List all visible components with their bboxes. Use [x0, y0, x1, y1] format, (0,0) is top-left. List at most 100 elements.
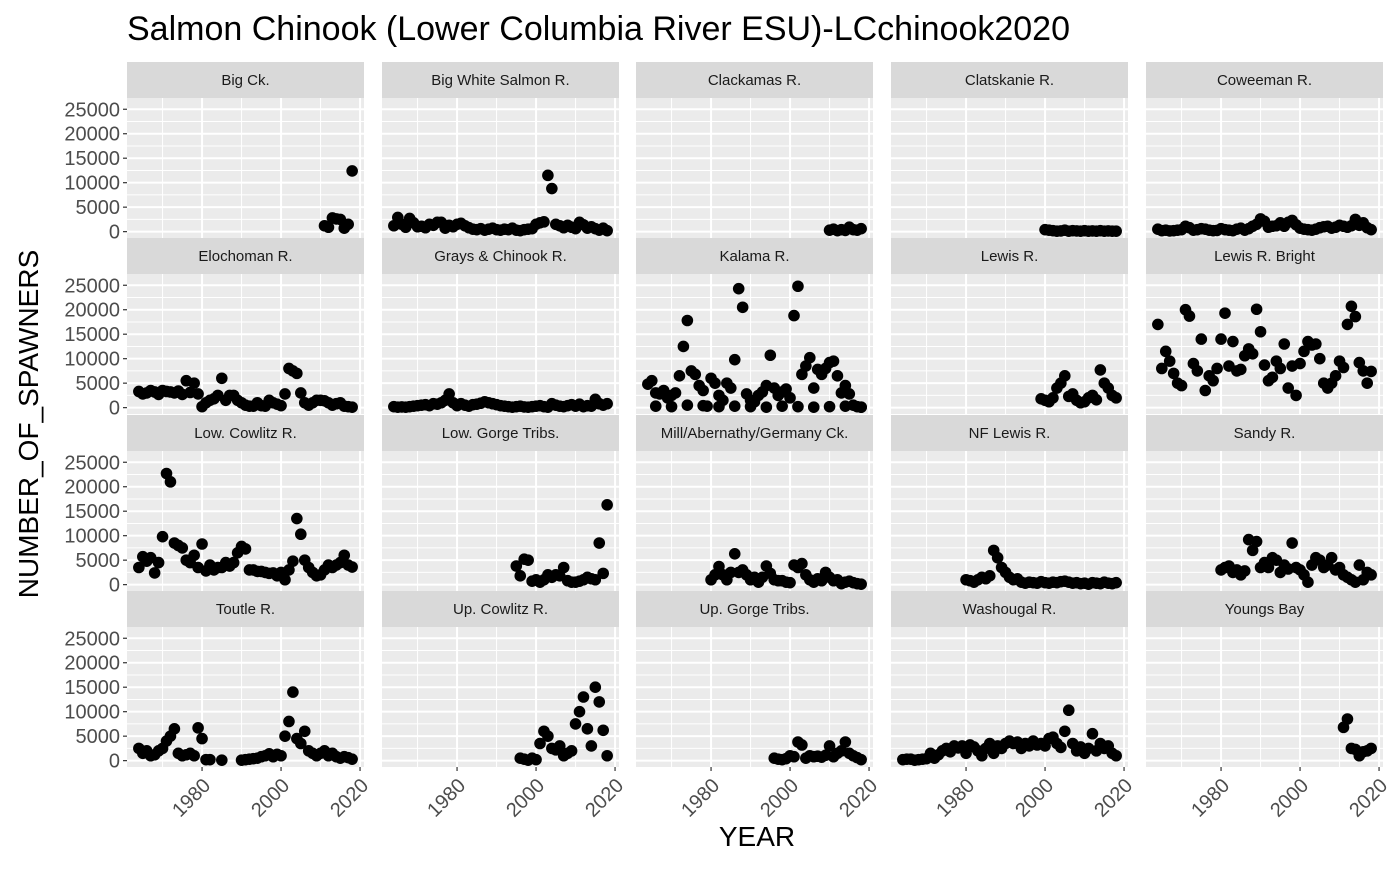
- data-point: [1349, 310, 1362, 323]
- strip-label: Mill/Abernathy/Germany Ck.: [661, 425, 849, 442]
- data-point: [646, 374, 658, 387]
- data-point: [728, 400, 741, 412]
- data-point: [287, 686, 299, 698]
- strip-background: [1146, 238, 1383, 274]
- strip-label: Big Ck.: [221, 72, 269, 89]
- x-tick-label: 2000: [1266, 775, 1313, 822]
- data-point: [585, 740, 598, 752]
- data-point: [1055, 741, 1067, 754]
- strip-background: [127, 238, 364, 274]
- data-point: [1215, 333, 1227, 345]
- data-point: [346, 753, 358, 765]
- data-point: [725, 382, 737, 394]
- data-point: [601, 749, 613, 762]
- y-tick-label: 0: [109, 222, 120, 244]
- data-point: [1250, 303, 1263, 316]
- data-point: [164, 476, 177, 488]
- strip-label: Coweeman R.: [1217, 72, 1312, 89]
- data-point: [1191, 365, 1204, 377]
- strip-background: [891, 62, 1128, 98]
- x-tick-label: 1980: [168, 775, 215, 822]
- data-point: [601, 499, 613, 511]
- data-point: [760, 401, 773, 413]
- data-point: [669, 387, 682, 399]
- data-point: [792, 400, 804, 413]
- data-point: [283, 564, 295, 576]
- data-point: [839, 400, 852, 412]
- y-tick-label: 20000: [64, 653, 120, 675]
- data-point: [581, 723, 594, 735]
- data-point: [196, 538, 208, 550]
- data-point: [823, 400, 836, 413]
- data-point: [1062, 704, 1075, 717]
- strip-label: Grays & Chinook R.: [434, 248, 567, 265]
- data-point: [1152, 318, 1164, 331]
- data-point: [1059, 725, 1071, 738]
- data-point: [279, 730, 291, 742]
- data-point: [788, 309, 800, 322]
- data-point: [839, 736, 852, 748]
- data-point: [287, 555, 299, 567]
- x-tick-label: 2020: [835, 775, 882, 822]
- panel-mill-abernathy-germany-ck: Mill/Abernathy/Germany Ck.: [636, 415, 873, 591]
- y-tick-label: 20000: [64, 477, 120, 499]
- data-point: [597, 724, 609, 737]
- x-tick-label: 1980: [677, 775, 724, 822]
- data-point: [1238, 565, 1251, 577]
- y-axis-title: NUMBER_OF_SPAWNERS: [13, 250, 44, 599]
- strip-background: [382, 591, 619, 627]
- y-tick-label: 25000: [64, 99, 120, 121]
- data-point: [216, 372, 228, 385]
- panel-washougal-r: Washougal R. 1980 2000 2020: [891, 591, 1137, 822]
- data-point: [291, 512, 303, 525]
- data-point: [530, 753, 542, 766]
- y-tick-label: 0: [109, 575, 120, 597]
- y-tick-label: 15000: [64, 501, 120, 523]
- y-tick-label: 15000: [64, 677, 120, 699]
- data-point: [593, 537, 606, 549]
- data-point: [283, 715, 295, 728]
- data-point: [807, 401, 820, 413]
- data-point: [295, 737, 307, 750]
- data-point: [593, 696, 606, 708]
- data-point: [275, 399, 287, 412]
- data-point: [728, 547, 741, 560]
- data-point: [1175, 379, 1188, 392]
- data-point: [855, 578, 867, 590]
- strip-background: [382, 62, 619, 98]
- data-point: [546, 182, 558, 195]
- data-point: [788, 750, 800, 763]
- x-tick-label: 1980: [423, 775, 470, 822]
- data-point: [577, 691, 590, 703]
- data-point: [188, 377, 200, 389]
- data-point: [1365, 223, 1377, 236]
- strip-background: [636, 591, 873, 627]
- data-point: [156, 530, 169, 543]
- data-point: [565, 745, 578, 757]
- x-tick-label: 2000: [1011, 775, 1058, 822]
- data-point: [227, 556, 240, 569]
- strip-background: [1146, 415, 1383, 451]
- data-point: [764, 349, 777, 362]
- data-point: [681, 399, 694, 411]
- data-point: [275, 749, 287, 762]
- data-point: [168, 723, 181, 735]
- data-point: [732, 282, 745, 295]
- x-axis-title: YEAR: [719, 821, 795, 852]
- data-point: [1266, 371, 1279, 384]
- data-point: [1159, 345, 1172, 358]
- data-point: [1163, 355, 1176, 367]
- y-tick-label: 25000: [64, 452, 120, 474]
- panel-grays-chinook-r: Grays & Chinook R.: [382, 238, 619, 414]
- data-point: [736, 301, 749, 314]
- data-point: [148, 567, 161, 579]
- data-point: [1274, 362, 1287, 375]
- data-point: [597, 567, 609, 580]
- strip-background: [127, 591, 364, 627]
- data-point: [709, 377, 721, 389]
- panel-lewis-r: Lewis R.: [891, 238, 1128, 414]
- y-tick-label: 10000: [64, 349, 120, 371]
- data-point: [673, 370, 686, 382]
